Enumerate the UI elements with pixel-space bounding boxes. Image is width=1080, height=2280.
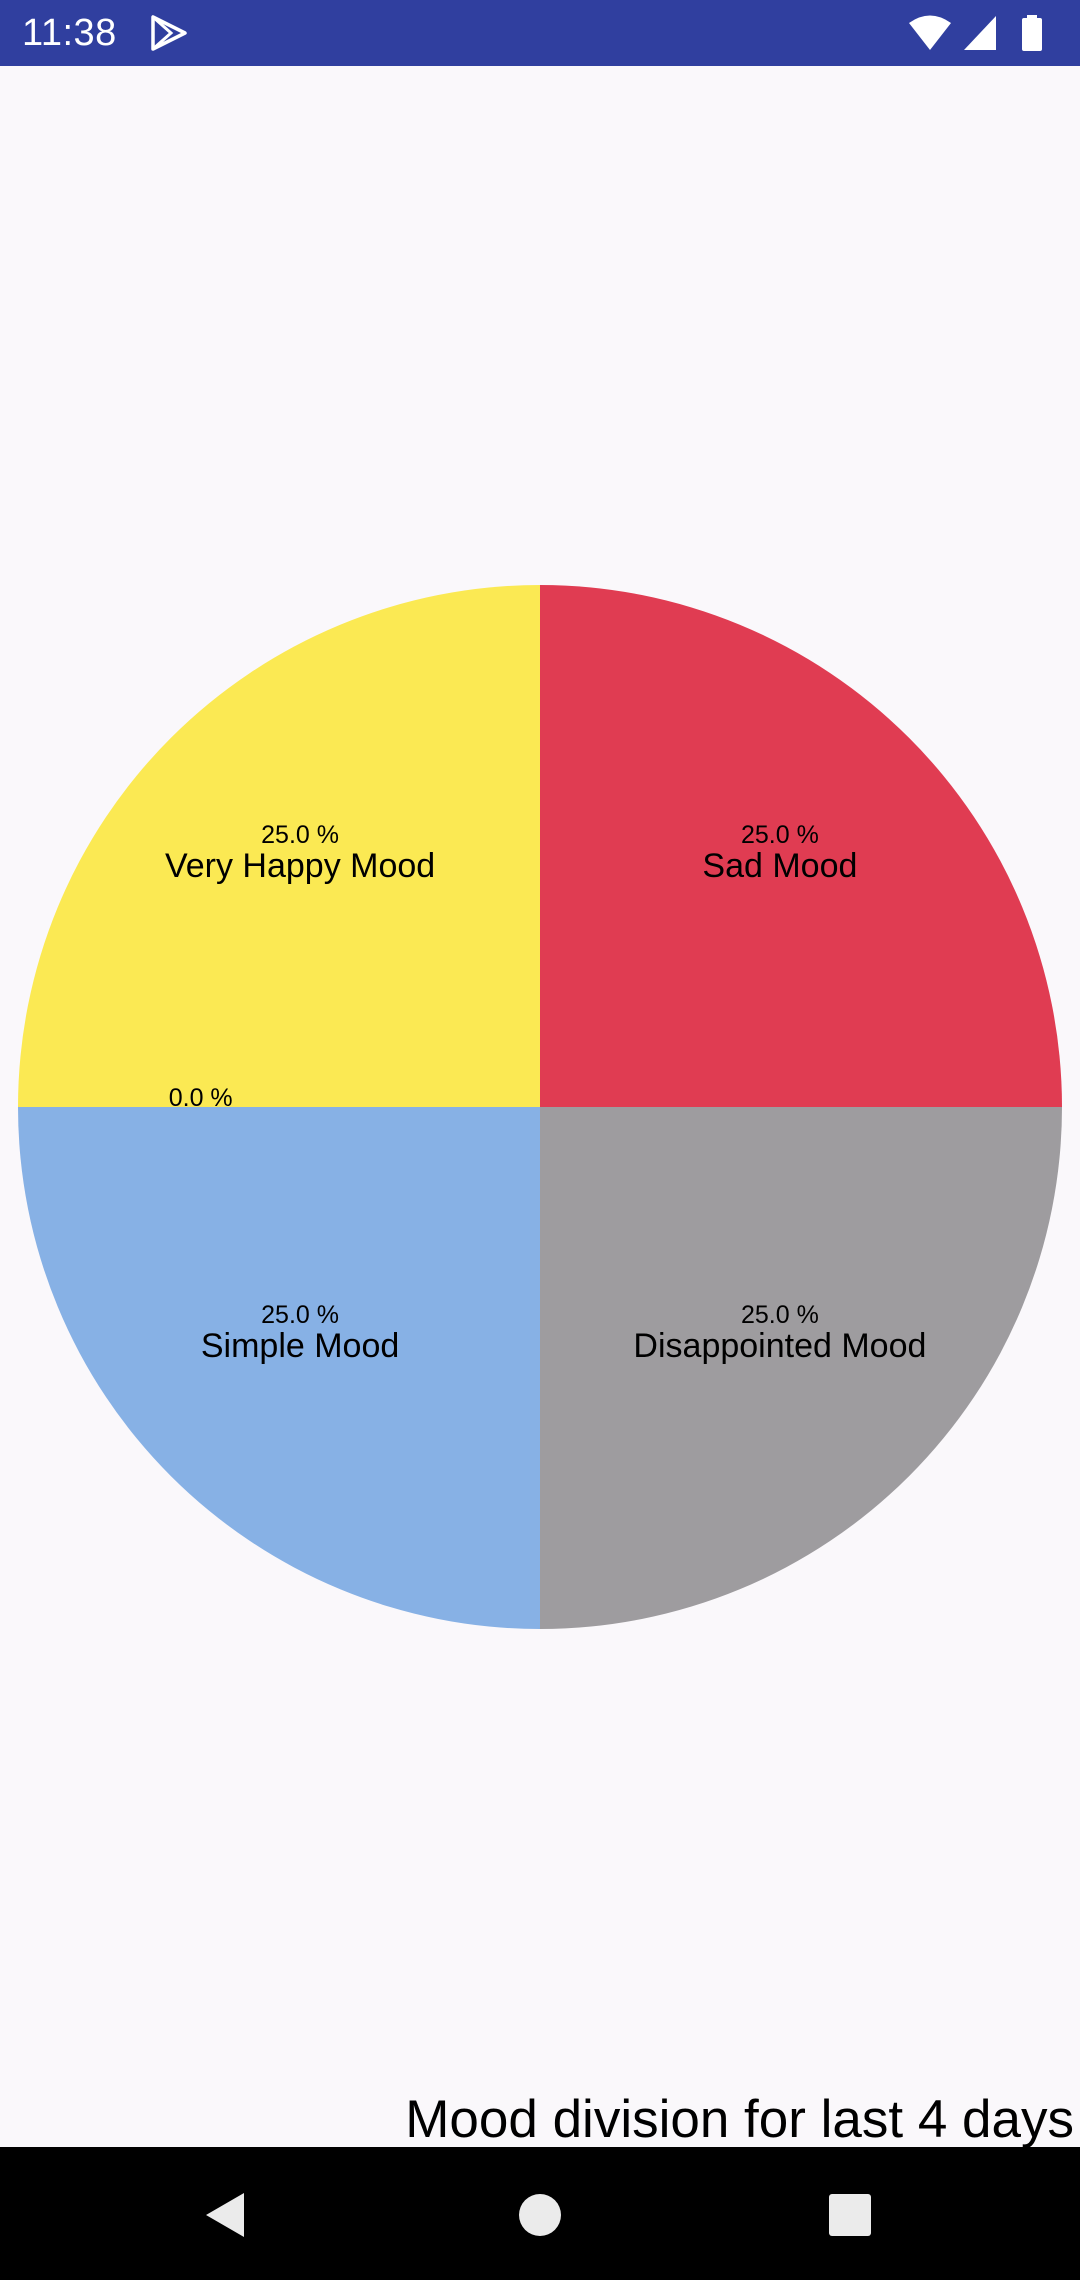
back-icon[interactable] — [198, 2187, 254, 2243]
slice-percent-label: 25.0 % — [261, 821, 339, 849]
navigation-bar — [0, 2147, 1080, 2280]
status-icons — [908, 14, 1058, 52]
wifi-icon — [909, 15, 951, 50]
slice-name-label: Disappointed Mood — [633, 1327, 926, 1365]
pie-slice-3[interactable] — [18, 1107, 540, 1629]
pie-slice-2[interactable] — [540, 1107, 1062, 1629]
cell-signal-icon — [964, 16, 996, 50]
chart-description: Mood division for last 4 days — [405, 2090, 1074, 2149]
slice-percent-label: 25.0 % — [741, 1301, 819, 1329]
pie-slice-5[interactable] — [18, 585, 540, 1107]
recents-icon[interactable] — [822, 2187, 878, 2243]
chart-screen: 25.0 % Sad Mood 25.0 % Disappointed Mood 25.… — [0, 66, 1080, 2149]
slice-percent-label: 25.0 % — [261, 1301, 339, 1329]
slice-percent-label: 0.0 % — [169, 1084, 233, 1112]
battery-icon — [1022, 15, 1042, 51]
slice-name-label: Simple Mood — [201, 1327, 399, 1365]
slice-name-label: Sad Mood — [702, 847, 857, 885]
status-bar: 11:38 — [0, 0, 1080, 66]
pie-slice-1[interactable] — [540, 585, 1062, 1107]
home-icon[interactable] — [512, 2187, 568, 2243]
slice-name-label: Very Happy Mood — [165, 847, 435, 885]
slice-percent-label: 25.0 % — [741, 821, 819, 849]
play-store-icon — [151, 15, 187, 51]
status-time: 11:38 — [22, 12, 117, 54]
pie-slices — [18, 585, 1062, 1629]
